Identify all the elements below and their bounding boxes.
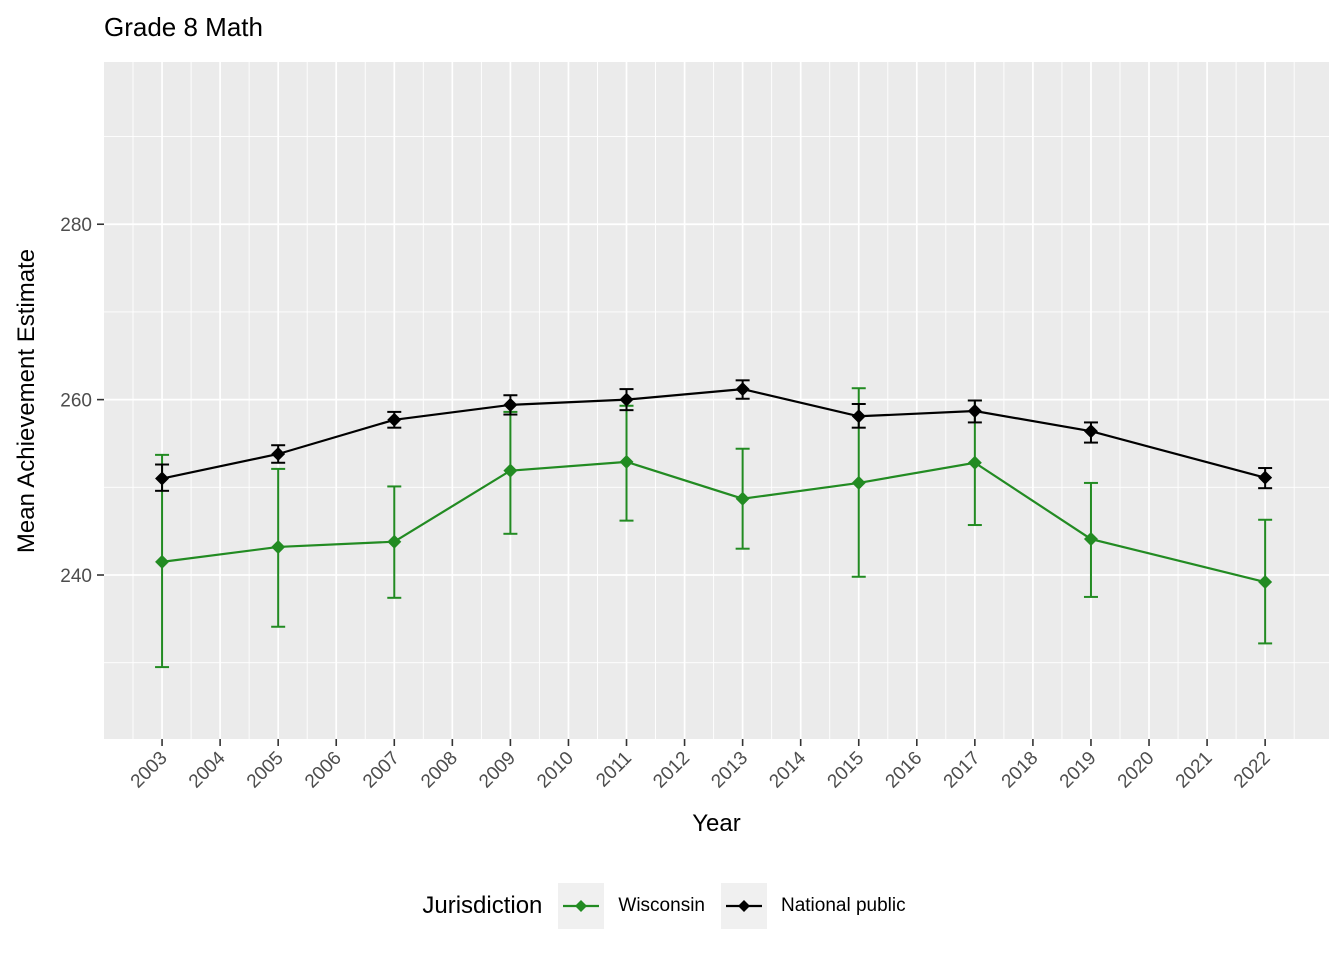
legend-key-national-public <box>720 883 767 929</box>
legend-item-wisconsin: Wisconsin <box>558 883 705 929</box>
x-tick-label: 2018 <box>998 748 1043 793</box>
x-tick-label: 2013 <box>707 748 752 793</box>
point-wisconsin <box>387 534 402 549</box>
point-national-public <box>1258 470 1273 485</box>
legend-title: Jurisdiction <box>422 892 543 919</box>
y-tick-label: 280 <box>60 215 92 236</box>
point-wisconsin <box>271 539 286 554</box>
x-tick-label: 2006 <box>301 748 346 793</box>
point-wisconsin <box>1083 532 1098 547</box>
point-wisconsin <box>619 454 634 469</box>
y-axis-title: Mean Achievement Estimate <box>13 248 40 554</box>
point-national-public <box>155 471 170 486</box>
x-tick-label: 2010 <box>533 748 578 793</box>
x-tick-label: 2017 <box>940 748 985 793</box>
x-axis-title: Year <box>692 810 741 837</box>
x-tick-label: 2016 <box>882 748 927 793</box>
point-wisconsin <box>1258 575 1273 590</box>
legend-key-glyph-national-public <box>725 900 762 912</box>
series-line-wisconsin <box>161 460 1266 584</box>
x-tick-label: 2014 <box>765 747 810 792</box>
legend: Jurisdiction Wisconsin National public <box>0 882 1344 930</box>
legend-label-wisconsin: Wisconsin <box>618 895 705 916</box>
point-national-public <box>271 446 286 461</box>
point-national-public <box>851 409 866 424</box>
x-tick-label: 2022 <box>1230 748 1275 793</box>
x-tick-label: 2015 <box>824 748 869 793</box>
x-tick-label: 2004 <box>185 747 230 792</box>
legend-point-icon <box>737 900 750 912</box>
legend-key-glyph-wisconsin <box>563 900 600 912</box>
x-tick-label: 2020 <box>1114 748 1159 793</box>
point-national-public <box>619 392 634 407</box>
y-tick-label: 240 <box>60 566 92 587</box>
x-tick-label: 2008 <box>417 748 462 793</box>
legend-point-icon <box>575 900 588 912</box>
legend-label-national-public: National public <box>780 895 906 916</box>
x-tick-label: 2003 <box>127 748 172 793</box>
point-national-public <box>735 382 750 397</box>
point-national-public <box>503 397 518 412</box>
x-tick-label: 2021 <box>1172 748 1217 793</box>
x-tick-label: 2007 <box>359 748 404 793</box>
point-wisconsin <box>155 554 170 569</box>
point-national-public <box>1083 424 1098 439</box>
x-tick-label: 2005 <box>243 748 288 793</box>
x-tick-label: 2019 <box>1056 748 1101 793</box>
legend-key-wisconsin <box>558 883 605 929</box>
point-wisconsin <box>967 455 982 470</box>
x-tick-label: 2012 <box>649 748 694 793</box>
x-tick-label: 2011 <box>592 748 636 792</box>
point-national-public <box>967 404 982 419</box>
x-tick-label: 2009 <box>475 748 520 793</box>
chart-title: Grade 8 Math <box>104 12 263 42</box>
legend-item-national-public: National public <box>720 883 906 929</box>
point-wisconsin <box>503 463 518 478</box>
point-wisconsin <box>735 491 750 506</box>
legend-items: Wisconsin National public <box>558 883 921 929</box>
point-wisconsin <box>851 475 866 490</box>
plot-panel <box>104 62 1329 739</box>
y-tick-label: 260 <box>60 391 92 412</box>
series-line-national-public <box>161 387 1266 480</box>
point-national-public <box>387 412 402 427</box>
